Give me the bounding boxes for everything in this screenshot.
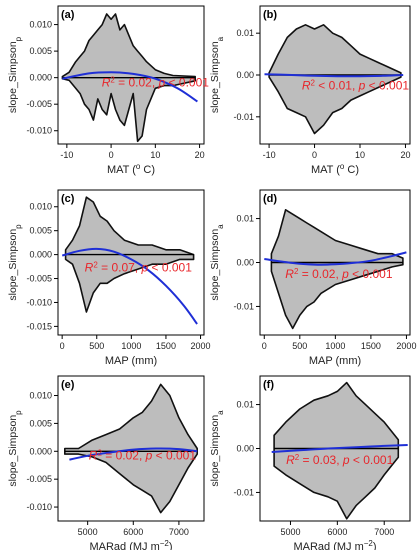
y-axis-label: slope_Simpsona xyxy=(209,224,225,301)
fit-curve xyxy=(62,71,198,103)
x-tick-label: 1000 xyxy=(325,341,345,351)
y-tick-label: -0.010 xyxy=(26,297,52,307)
plot-area xyxy=(61,196,198,325)
fit-annotation: R2 < 0.01, p < 0.001 xyxy=(302,78,410,93)
plot-frame xyxy=(57,375,205,522)
x-tick-label: 1000 xyxy=(121,341,141,351)
x-tick-label: -10 xyxy=(60,150,73,160)
fit-annotation: R2 = 0.03, p < 0.001 xyxy=(286,452,394,467)
x-tick-label: 0 xyxy=(60,341,65,351)
x-tick-label: 0 xyxy=(262,341,267,351)
plot-frame xyxy=(57,5,205,145)
y-axis-label: slope_Simpsonp xyxy=(7,410,23,487)
y-tick-label: -0.005 xyxy=(26,99,52,109)
y-tick-label: 0.005 xyxy=(29,418,52,428)
y-axis-label: slope_Simpsona xyxy=(209,36,225,113)
y-axis-label: slope_Simpsona xyxy=(209,410,225,487)
y-tick-label: 0.00 xyxy=(236,70,254,80)
fit-curve xyxy=(264,251,407,266)
plot-area xyxy=(61,13,198,143)
x-tick-label: 20 xyxy=(400,150,410,160)
panel-label: (e) xyxy=(61,379,75,391)
x-tick-label: 7000 xyxy=(169,527,189,537)
y-tick-label: 0.00 xyxy=(236,258,254,268)
y-tick-label: 0.01 xyxy=(236,400,254,410)
x-tick-label: 5000 xyxy=(78,527,98,537)
x-tick-label: 1500 xyxy=(156,341,176,351)
x-tick-label: 2000 xyxy=(396,341,416,351)
x-tick-label: 5000 xyxy=(280,527,300,537)
plot-area xyxy=(271,381,408,520)
panel-f: 5000 6000 7000 0.01 0.00 -0.01 MARad (MJ m−2) s… xyxy=(209,375,411,550)
y-tick-label: 0.01 xyxy=(236,214,254,224)
panel-d: 0 500 1000 1500 2000 0.01 0.00 -0.01 MAP (mm) slo… xyxy=(209,189,416,367)
x-tick-label: 10 xyxy=(355,150,365,160)
panel-label: (c) xyxy=(61,193,75,205)
fit-curve xyxy=(264,73,404,78)
plot-area xyxy=(64,383,198,514)
scatter-points-cloud xyxy=(270,209,404,330)
scatter-points-cloud xyxy=(268,23,402,135)
x-tick-label: 0 xyxy=(312,150,317,160)
fit-annotation: R2 = 0.02, p < 0.001 xyxy=(285,266,393,281)
fit-curve xyxy=(271,444,408,453)
panel-e: 5000 6000 7000 0.010 0.005 0.000 -0.005 -0.010 M… xyxy=(7,375,205,550)
y-tick-label: 0.005 xyxy=(29,226,52,236)
x-tick-label: 1500 xyxy=(361,341,381,351)
y-tick-label: -0.01 xyxy=(233,301,254,311)
fit-curve xyxy=(69,447,198,461)
y-tick-label: -0.010 xyxy=(26,126,52,136)
x-tick-label: 500 xyxy=(89,341,104,351)
plot-area xyxy=(264,23,404,135)
scatter-points-cloud xyxy=(273,381,400,520)
panel-label: (d) xyxy=(263,193,277,205)
y-tick-label: 0.01 xyxy=(236,28,254,38)
y-tick-label: 0.00 xyxy=(236,444,254,454)
y-axis-label: slope_Simpsonp xyxy=(7,36,23,113)
x-tick-label: 10 xyxy=(150,150,160,160)
y-tick-label: 0.000 xyxy=(29,73,52,83)
scatter-points-cloud xyxy=(64,383,198,514)
y-tick-label: -0.010 xyxy=(26,502,52,512)
x-axis-label: MARad (MJ m−2) xyxy=(89,539,172,550)
x-tick-label: -10 xyxy=(263,150,276,160)
y-tick-label: 0.010 xyxy=(29,20,52,30)
plot-area xyxy=(264,209,407,330)
x-axis-label: MAP (mm) xyxy=(105,355,157,367)
fit-annotation: R2 = 0.02, p < 0.001 xyxy=(102,75,210,90)
panel-c: 0 500 1000 1500 2000 0.010 0.005 0.000 -0.005 -0.… xyxy=(7,189,211,367)
x-tick-label: 7000 xyxy=(374,527,394,537)
y-tick-label: 0.000 xyxy=(29,446,52,456)
y-tick-label: 0.000 xyxy=(29,250,52,260)
y-tick-label: 0.005 xyxy=(29,46,52,56)
x-axis-label: MAP (mm) xyxy=(309,355,361,367)
x-tick-label: 0 xyxy=(109,150,114,160)
x-tick-label: 2000 xyxy=(191,341,211,351)
x-axis-label: MAT (o C) xyxy=(311,162,359,177)
x-axis-label: MARad (MJ m−2) xyxy=(293,539,376,550)
y-tick-label: 0.010 xyxy=(29,202,52,212)
y-tick-label: -0.01 xyxy=(233,487,254,497)
y-tick-label: -0.005 xyxy=(26,274,52,284)
fit-curve xyxy=(61,247,198,325)
y-axis-label: slope_Simpsonp xyxy=(7,224,23,301)
panel-label: (a) xyxy=(61,9,75,21)
panel-label: (b) xyxy=(263,9,277,21)
panel-label: (f) xyxy=(263,379,274,391)
x-axis-label: MAT (o C) xyxy=(107,162,155,177)
panel-b: -10 0 10 20 0.01 0.00 -0.01 MAT (o C) slope_Simp… xyxy=(209,5,411,177)
y-tick-label: -0.01 xyxy=(233,112,254,122)
fit-annotation: R2 = 0.02, p < 0.001 xyxy=(89,448,197,463)
y-tick-label: 0.010 xyxy=(29,391,52,401)
panel-a: -10 0 10 20 0.010 0.005 0.000 -0.005 -0.010 MAT (… xyxy=(7,5,210,177)
x-tick-label: 6000 xyxy=(123,527,143,537)
x-tick-label: 500 xyxy=(292,341,307,351)
y-tick-label: -0.015 xyxy=(26,321,52,331)
x-tick-label: 20 xyxy=(195,150,205,160)
x-tick-label: 6000 xyxy=(327,527,347,537)
fit-annotation: R2 = 0.07, p < 0.001 xyxy=(85,260,193,275)
y-tick-label: -0.005 xyxy=(26,474,52,484)
